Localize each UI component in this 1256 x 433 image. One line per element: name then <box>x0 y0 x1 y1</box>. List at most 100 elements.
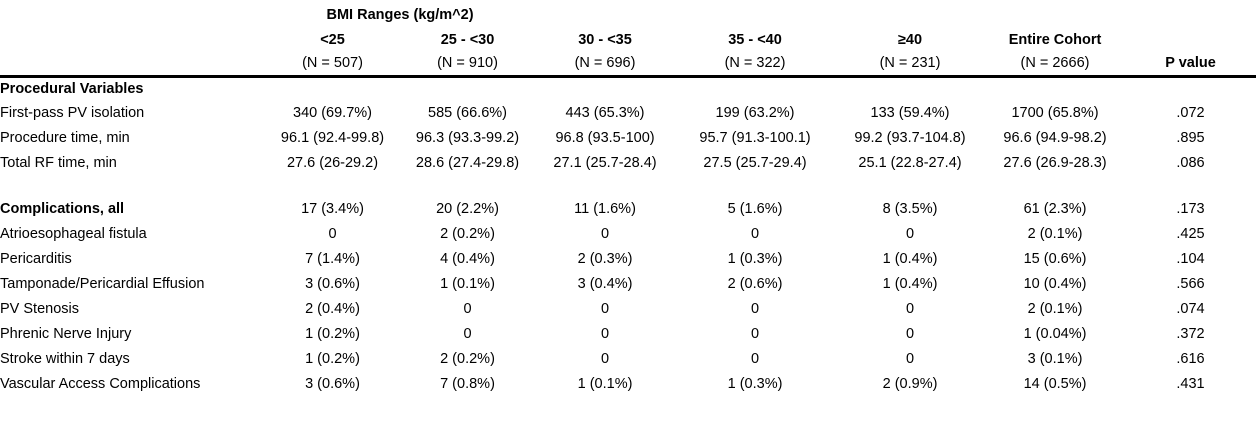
cell-value <box>985 76 1125 101</box>
cell-value: 3 (0.6%) <box>305 376 360 393</box>
table-row: Complications, all 17 (3.4%) 20 (2.2%) 11 (… <box>0 197 1256 222</box>
cell-value: 2 (0.4%) <box>305 301 360 318</box>
cell-value: 0 <box>750 301 760 318</box>
cell-value: 2 (0.2%) <box>440 351 495 368</box>
cell-value: 0 <box>750 226 760 243</box>
cell-value <box>400 176 535 197</box>
cell-value: 1 (0.4%) <box>882 251 938 268</box>
cell-value: 96.3 (93.3-99.2) <box>415 130 520 147</box>
cell-value: 0 <box>905 301 915 318</box>
table-row: Stroke within 7 days 1 (0.2%) 2 (0.2%) 0 0 0 3… <box>0 347 1256 372</box>
row-label: PV Stenosis <box>0 301 79 318</box>
cell-value <box>675 176 835 197</box>
bmi-outcomes-table: BMI Ranges (kg/m^2) <25 25 - <30 30 - <3… <box>0 2 1256 397</box>
column-header: Entire Cohort <box>1008 31 1102 48</box>
cell-value: 2 (0.2%) <box>440 226 495 243</box>
cell-value: 15 (0.6%) <box>1023 251 1087 268</box>
p-value-cell: .372 <box>1176 326 1205 343</box>
cell-value: 7 (1.4%) <box>305 251 360 268</box>
cell-value: 3 (0.6%) <box>305 276 360 293</box>
p-value-cell: .425 <box>1176 226 1205 243</box>
cell-value: 20 (2.2%) <box>436 201 499 218</box>
cell-value: 0 <box>600 326 610 343</box>
cell-value: 96.1 (92.4-99.8) <box>280 130 385 147</box>
cell-value: 1 (0.1%) <box>577 376 633 393</box>
p-value-cell: .173 <box>1176 201 1205 218</box>
row-label: Procedural Variables <box>0 81 144 97</box>
cell-value: 0 <box>328 226 337 243</box>
cell-value: 95.7 (91.3-100.1) <box>699 130 811 147</box>
cell-value: 61 (2.3%) <box>1023 201 1087 218</box>
column-n: (N = 507) <box>265 52 400 78</box>
p-value-cell: .086 <box>1176 155 1205 172</box>
sample-size-row: (N = 507) (N = 910) (N = 696) (N = 322) … <box>0 52 1256 78</box>
cell-value: 133 (59.4%) <box>870 105 950 122</box>
cell-value: 25.1 (22.8-27.4) <box>858 155 962 172</box>
cell-value <box>985 176 1125 197</box>
cell-value: 1 (0.3%) <box>727 376 783 393</box>
column-header-row: <25 25 - <30 30 - <35 35 - <40 ≥40 Entir… <box>0 28 1256 52</box>
cell-value: 10 (0.4%) <box>1023 276 1087 293</box>
cell-value: 340 (69.7%) <box>293 105 372 122</box>
column-header: 25 - <30 <box>440 31 495 48</box>
cell-value: 1 (0.3%) <box>727 251 783 268</box>
table-row: Atrioesophageal fistula 0 2 (0.2%) 0 0 0 2 (0.… <box>0 222 1256 247</box>
cell-value: 2 (0.1%) <box>1027 301 1083 318</box>
cell-value: 2 (0.1%) <box>1027 226 1083 243</box>
cell-value: 1 (0.2%) <box>305 351 360 368</box>
empty-corner-cell <box>0 2 265 28</box>
cell-value: 28.6 (27.4-29.8) <box>415 155 520 172</box>
cell-value: 27.6 (26.9-28.3) <box>1003 155 1107 172</box>
cell-value: 1700 (65.8%) <box>1011 105 1099 122</box>
cell-value <box>835 76 985 101</box>
table-row: Procedure time, min 96.1 (92.4-99.8) 96.3 … <box>0 126 1256 151</box>
cell-value: 1 (0.1%) <box>440 276 495 293</box>
p-value-cell: .566 <box>1176 276 1205 293</box>
empty-corner-cell <box>0 52 265 78</box>
row-label: Pericarditis <box>0 251 72 268</box>
empty-header-cell <box>1125 28 1256 52</box>
table-row: Pericarditis 7 (1.4%) 4 (0.4%) 2 (0.3%) 1 (0… <box>0 247 1256 272</box>
cell-value: 96.6 (94.9-98.2) <box>1003 130 1107 147</box>
p-value-header: P value <box>1125 52 1256 78</box>
cell-value: 2 (0.3%) <box>577 251 633 268</box>
row-label: Vascular Access Complications <box>0 376 201 393</box>
cell-value <box>535 76 675 101</box>
column-header: ≥40 <box>897 31 923 48</box>
cell-value: 2 (0.6%) <box>727 276 783 293</box>
cell-value: 96.8 (93.5-100) <box>555 130 655 147</box>
table-row: Total RF time, min 27.6 (26-29.2) 28.6 (27… <box>0 151 1256 176</box>
cell-value: 3 (0.4%) <box>577 276 633 293</box>
cell-value: 27.6 (26-29.2) <box>286 155 379 172</box>
row-label: Complications, all <box>0 201 125 218</box>
table-row: Procedural Variables <box>0 76 1256 101</box>
cell-value: 0 <box>463 326 472 343</box>
table-body: Procedural Variables First-pass PV isolat… <box>0 76 1256 397</box>
p-value-cell: .074 <box>1176 301 1205 318</box>
column-header: <25 <box>320 31 345 48</box>
column-n: (N = 696) <box>535 52 676 78</box>
p-value-cell: .616 <box>1176 351 1205 368</box>
p-value-cell: .104 <box>1176 251 1205 268</box>
column-n: (N = 2666) <box>985 52 1126 78</box>
cell-value <box>835 176 985 197</box>
empty-corner-cell <box>0 28 265 52</box>
cell-value: 27.5 (25.7-29.4) <box>703 155 807 172</box>
row-label: Atrioesophageal fistula <box>0 226 147 243</box>
cell-value: 27.1 (25.7-28.4) <box>553 155 657 172</box>
cell-value <box>265 76 400 101</box>
cell-value: 0 <box>600 351 610 368</box>
column-n: (N = 322) <box>675 52 836 78</box>
table-row: Phrenic Nerve Injury 1 (0.2%) 0 0 0 0 1 (0.04%… <box>0 322 1256 347</box>
table-row: First-pass PV isolation 340 (69.7%) 585 (6… <box>0 101 1256 126</box>
cell-value: 0 <box>600 301 610 318</box>
cell-value: 17 (3.4%) <box>301 201 364 218</box>
cell-value: 0 <box>905 326 915 343</box>
cell-value <box>675 76 835 101</box>
cell-value: 3 (0.1%) <box>1027 351 1083 368</box>
cell-value: 585 (66.6%) <box>428 105 507 122</box>
cell-value: 1 (0.4%) <box>882 276 938 293</box>
column-header: 35 - <40 <box>728 31 782 48</box>
cell-value: 443 (65.3%) <box>565 105 645 122</box>
